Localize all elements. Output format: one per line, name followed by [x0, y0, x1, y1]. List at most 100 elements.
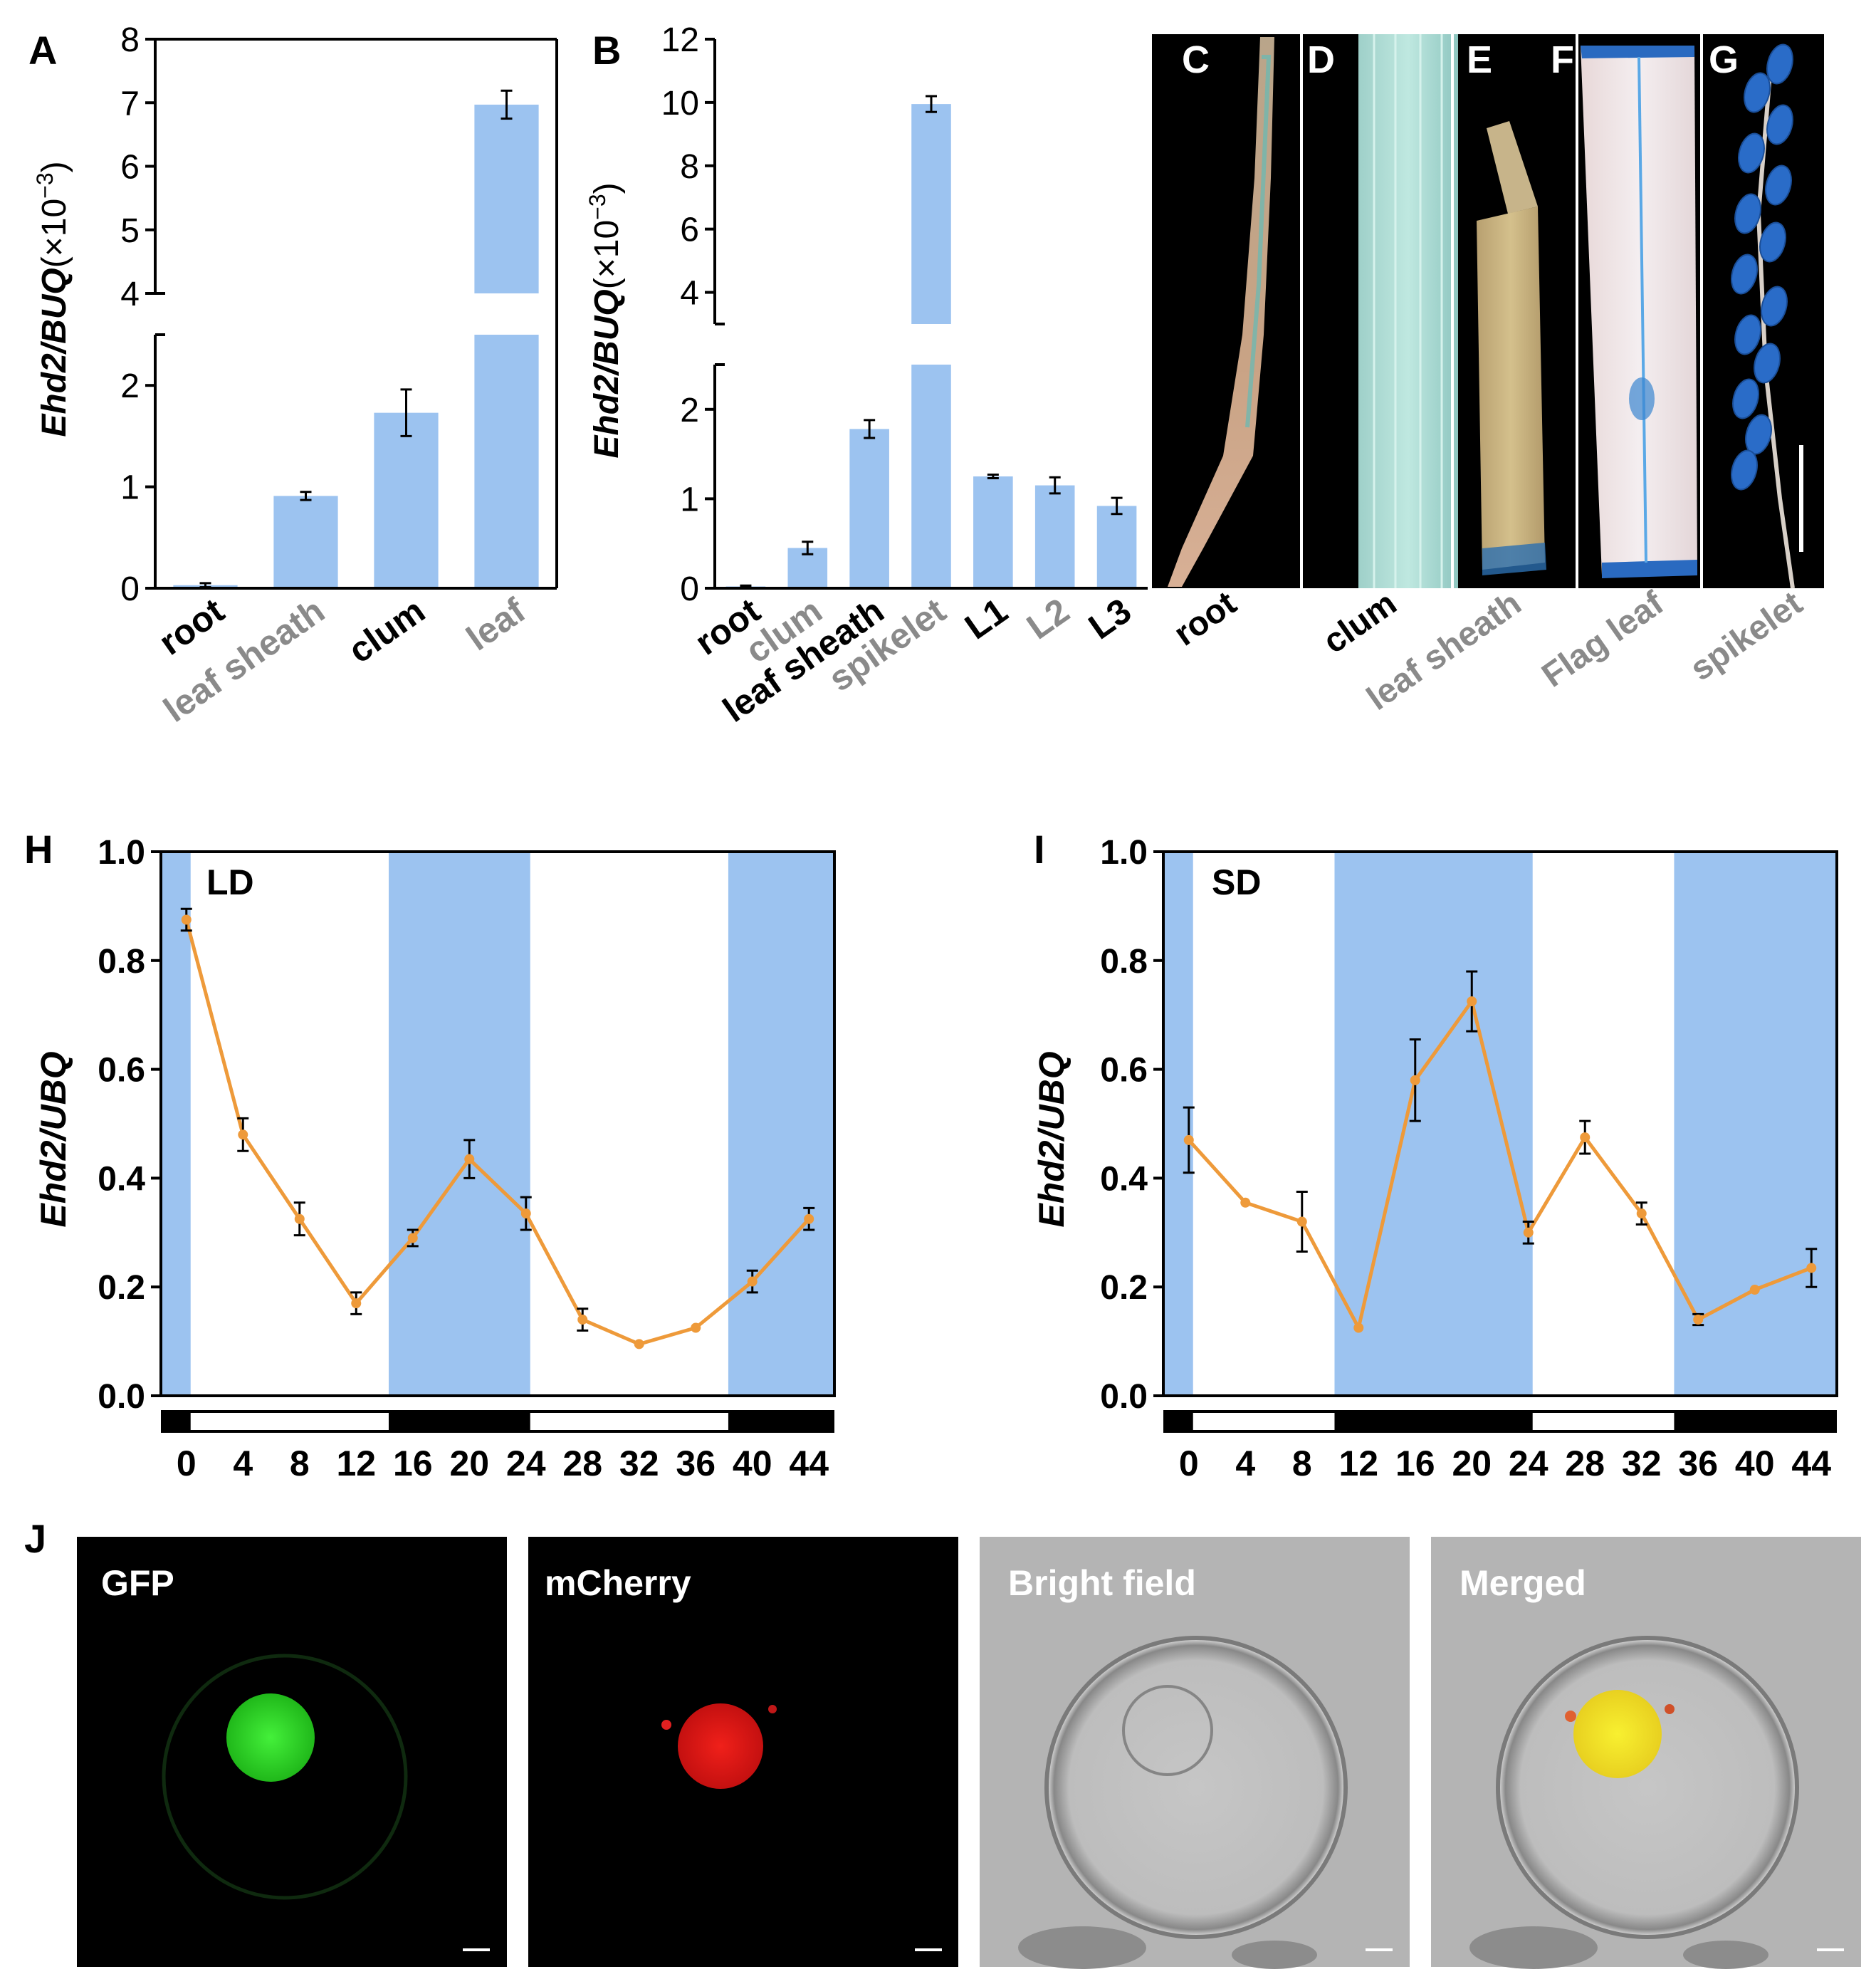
y-tick-label: 12: [661, 21, 699, 59]
panel-i-condition: SD: [1212, 862, 1261, 902]
x-tick-label: 4: [1235, 1443, 1255, 1483]
dark-period-shade: [1334, 852, 1533, 1396]
x-tick-label: 0: [177, 1443, 196, 1483]
mcherry-speck: [768, 1705, 777, 1713]
data-point: [181, 914, 192, 925]
data-point: [1693, 1315, 1704, 1325]
panel-i-axes: 0.0 0.2 0.4 0.6 0.8 1.0 0 4 8 12 16 20 24 28 32 36 40 44: [1100, 834, 1838, 1483]
data-point: [520, 1208, 531, 1219]
spikelet-grain: [1731, 449, 1758, 491]
panel-a-ylabel-gene: Ehd2/BUQ: [36, 268, 73, 437]
x-tick-label: 20: [449, 1443, 489, 1483]
panel-d-clum-image: D: [1307, 34, 1458, 588]
plot-frame: [1162, 850, 1838, 1397]
panel-b-ylabel: Ehd2/BUQ(×10−3): [585, 182, 626, 458]
y-tick-label: 0.8: [98, 943, 145, 981]
x-tick-label: L2: [1020, 590, 1076, 647]
spikelet-grain: [1734, 193, 1761, 234]
mcherry-speck: [661, 1720, 671, 1730]
panel-d-label: clum: [1316, 585, 1403, 662]
panel-g-letter: G: [1709, 38, 1739, 81]
spikelet-grain: [1766, 104, 1793, 145]
bar-lower-segment: [474, 335, 539, 588]
bar-leaf-sheath: [273, 496, 338, 588]
y-tick-label: 1: [680, 481, 699, 518]
y-tick-label: 5: [120, 212, 140, 250]
data-point: [1749, 1285, 1760, 1295]
panel-h: H 0.0 0.2 0.4 0.6 0.8 1.0 0 4 8 12 16 20 24 28 32 36 40 4…: [24, 827, 836, 1483]
spikelet-grain: [1761, 286, 1788, 327]
y-tick-label: 4: [680, 275, 699, 313]
dark-period-shade: [728, 852, 834, 1396]
gfp-label: GFP: [101, 1563, 174, 1603]
x-tick-label: 28: [1565, 1443, 1605, 1483]
panel-b-ylabel-unit: (×10: [588, 220, 626, 289]
bar-upper-segment: [911, 104, 951, 324]
x-tick-label: 16: [1395, 1443, 1435, 1483]
light-period-segment: [190, 1413, 389, 1430]
data-point: [1636, 1208, 1647, 1219]
x-tick-label: 20: [1452, 1443, 1492, 1483]
x-tick-label: 8: [1292, 1443, 1312, 1483]
spikelet-grain: [1732, 378, 1759, 419]
bar-L3: [1096, 506, 1137, 588]
merged-speck: [1565, 1711, 1576, 1722]
gus-photo-strip: C D E F: [1152, 34, 1824, 718]
panel-h-condition: LD: [206, 862, 254, 902]
y-tick-label: 8: [680, 148, 699, 186]
x-tick-label: 36: [1678, 1443, 1718, 1483]
x-tick-label: 4: [233, 1443, 253, 1483]
gfp-image: GFP: [77, 1537, 507, 1967]
panel-i-letter: I: [1034, 827, 1045, 872]
panel-h-letter: H: [24, 827, 53, 872]
panel-f-flag-leaf-image: F: [1551, 38, 1697, 578]
panel-i: I 0.0 0.2 0.4 0.6 0.8 1.0 0 4 8 12 16 20 24 28 32 36 40 4…: [1032, 827, 1838, 1483]
panel-g-spikelet-image: G: [1709, 38, 1803, 589]
series-line: [1187, 999, 1813, 1330]
plot-frame: [159, 850, 836, 1397]
data-point: [691, 1322, 701, 1333]
panel-a-letter: A: [28, 28, 57, 73]
merged-cell: [1496, 1636, 1799, 1939]
data-point: [577, 1315, 588, 1325]
data-point: [1240, 1197, 1251, 1208]
x-tick-label: L1: [958, 590, 1015, 647]
x-tick-label: 32: [619, 1443, 659, 1483]
bright-field-nucleus: [1122, 1685, 1213, 1776]
y-tick-label: 7: [120, 85, 140, 122]
series-line: [184, 919, 811, 1346]
panel-d-letter: D: [1307, 38, 1335, 81]
data-point: [1410, 1075, 1420, 1085]
x-tick-label: 12: [336, 1443, 376, 1483]
x-tick-label: root: [152, 590, 231, 663]
x-tick-label: 44: [1791, 1443, 1831, 1483]
panel-g-label: spikelet: [1683, 585, 1809, 689]
y-tick-label: 0.6: [1100, 1052, 1148, 1090]
data-point: [804, 1213, 814, 1224]
panel-j: J GFP mCherry Bright field: [24, 1516, 1861, 1969]
bright-field-cell: [1044, 1636, 1348, 1939]
x-tick-label: 44: [789, 1443, 829, 1483]
data-point: [1353, 1322, 1364, 1333]
bright-field-image: Bright field: [980, 1537, 1410, 1969]
x-tick-label: 16: [393, 1443, 433, 1483]
panel-e-leaf-sheath-image: E: [1467, 38, 1546, 575]
y-tick-label: 0.8: [1100, 943, 1148, 981]
y-tick-label: 0.0: [98, 1378, 145, 1416]
data-point: [1523, 1227, 1534, 1238]
light-period-segment: [1532, 1413, 1675, 1430]
x-tick-label: 24: [506, 1443, 546, 1483]
spikelet-grain: [1734, 314, 1761, 355]
y-tick-label: 1.0: [1100, 834, 1148, 872]
panel-c-root-image: C: [1168, 37, 1274, 587]
flag-leaf-stain-tip: [1581, 46, 1694, 58]
y-tick-label: 0.6: [98, 1052, 145, 1090]
spikelet-grain: [1731, 254, 1758, 295]
x-tick-label: 0: [1179, 1443, 1199, 1483]
bar-L2: [1034, 485, 1075, 588]
